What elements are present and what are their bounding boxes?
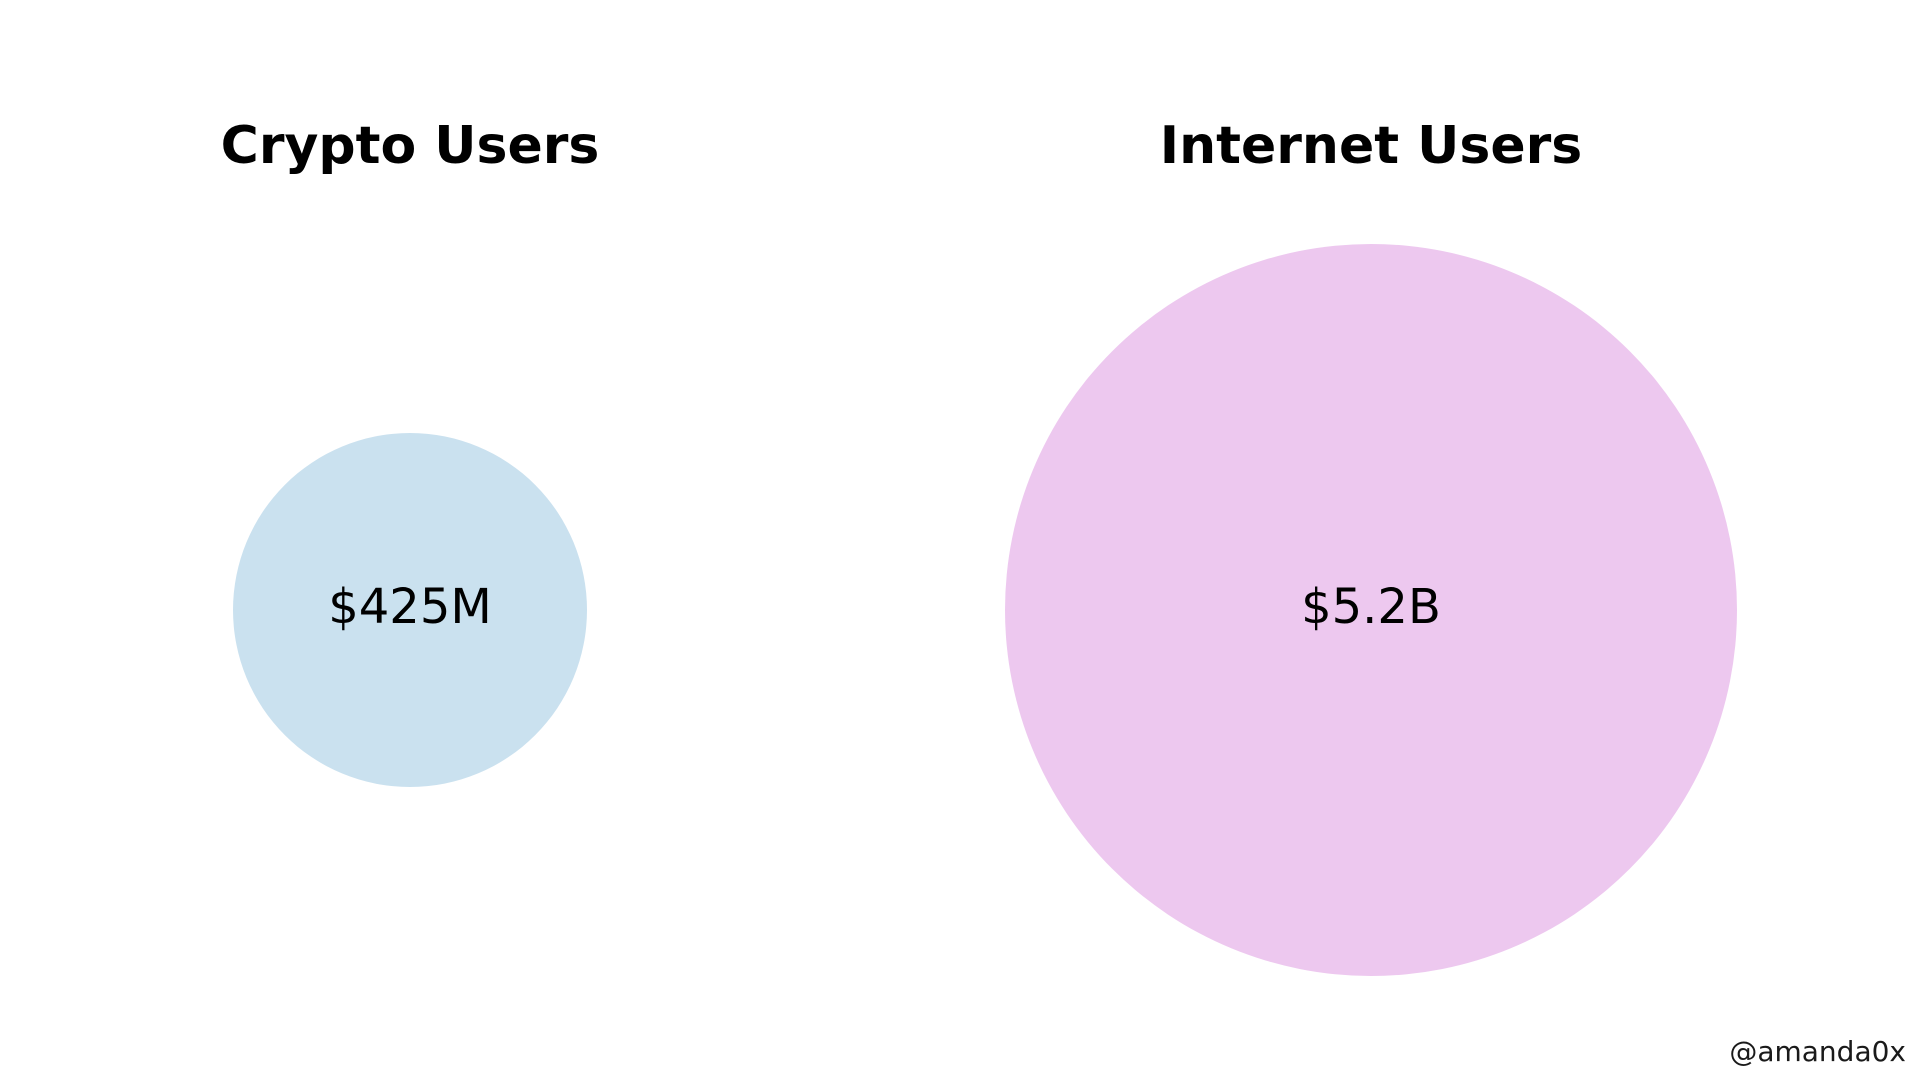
internet-users-bubble xyxy=(1005,244,1737,976)
crypto-users-value-label: $425M xyxy=(328,579,492,635)
author-credit: @amanda0x xyxy=(1729,1035,1906,1068)
internet-users-heading: Internet Users xyxy=(1160,116,1582,176)
internet-users-value-label: $5.2B xyxy=(1301,579,1441,635)
crypto-users-heading: Crypto Users xyxy=(221,116,600,176)
crypto-users-bubble xyxy=(233,433,587,787)
